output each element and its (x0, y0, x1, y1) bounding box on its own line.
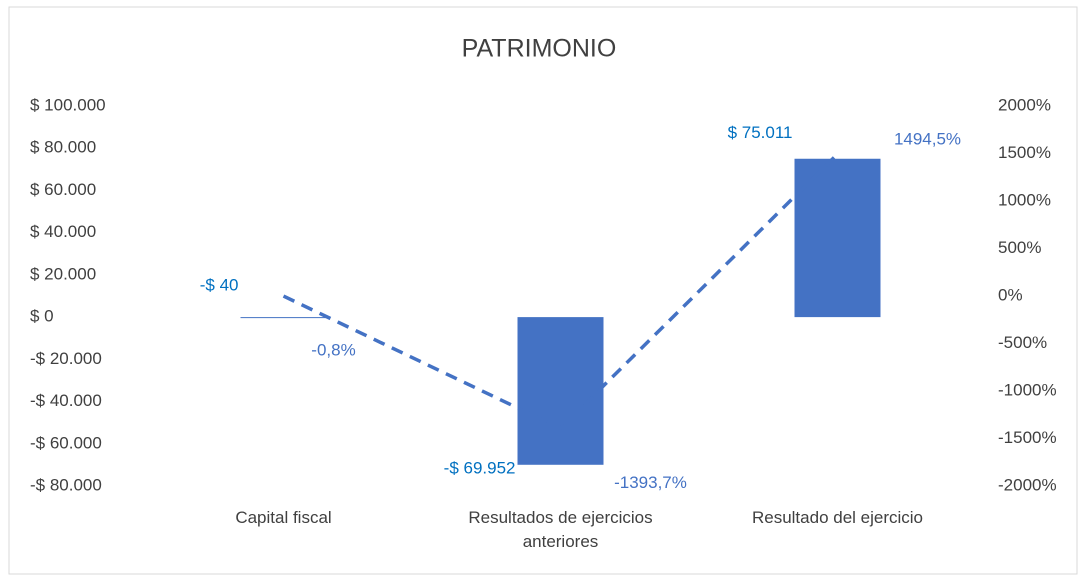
y-tick-label: -$ 20.000 (30, 349, 102, 368)
y-tick-label: -$ 40.000 (30, 391, 102, 410)
y-tick-label: $ 100.000 (30, 95, 106, 114)
bar (794, 158, 881, 318)
y-tick-label: -$ 60.000 (30, 433, 102, 452)
y-tick-label: $ 0 (30, 307, 54, 326)
y-tick-label: $ 20.000 (30, 264, 96, 283)
y2-tick-label: 1000% (998, 190, 1051, 209)
bar-value-label: -$ 69.952 (444, 458, 516, 477)
x-tick-label: Capital fiscal (235, 508, 332, 527)
y2-tick-label: 2000% (998, 95, 1051, 114)
bar (240, 317, 327, 319)
line-value-label: -1393,7% (614, 473, 687, 492)
y2-tick-label: 500% (998, 238, 1041, 257)
chart-border (8, 6, 1078, 575)
x-tick-label: Resultados de ejercicios anteriores (468, 508, 653, 551)
y2-tick-label: 0% (998, 285, 1023, 304)
bar-value-label: -$ 40 (200, 276, 239, 295)
y2-tick-label: -1000% (998, 380, 1057, 399)
line-value-label: 1494,5% (894, 130, 961, 149)
bar-value-label: $ 75.011 (728, 123, 793, 142)
y2-tick-label: 1500% (998, 143, 1051, 162)
y2-tick-label: -500% (998, 333, 1047, 352)
line-value-label: -0,8% (311, 341, 355, 360)
chart-title: PATRIMONIO (462, 35, 617, 63)
x-tick-label: Resultado del ejercicio (751, 508, 924, 527)
y-tick-label: $ 60.000 (30, 180, 96, 199)
y2-tick-label: -1500% (998, 428, 1057, 447)
line (282, 152, 839, 431)
y2-tick-label: -2000% (998, 475, 1057, 494)
y-tick-label: $ 80.000 (30, 138, 96, 157)
y-tick-label: $ 40.000 (30, 222, 96, 241)
y-tick-label: -$ 80.000 (30, 475, 102, 494)
bar (517, 317, 604, 465)
